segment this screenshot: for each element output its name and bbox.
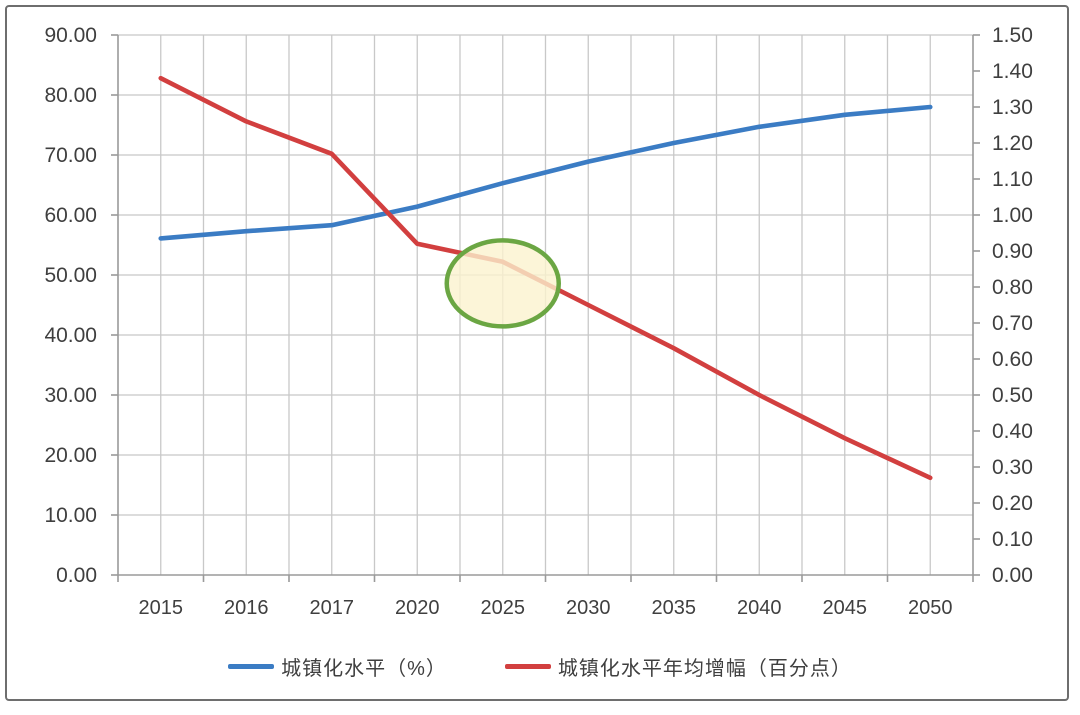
y-axis-right-tick-label: 1.40	[992, 60, 1033, 83]
y-axis-left-tick-label: 80.00	[44, 84, 97, 107]
y-axis-left-tick-label: 90.00	[44, 24, 97, 47]
y-axis-right-tick-label: 0.40	[992, 420, 1033, 443]
y-axis-right-tick-label: 0.30	[992, 456, 1033, 479]
x-axis-tick-label: 2020	[395, 597, 440, 619]
x-axis-tick-label: 2035	[652, 597, 697, 619]
y-axis-right-tick-label: 0.20	[992, 492, 1033, 515]
y-axis-right-tick-label: 0.70	[992, 312, 1033, 335]
x-axis-tick-label: 2025	[481, 597, 526, 619]
legend-item-annual-increase: 城镇化水平年均增幅（百分点）	[504, 652, 852, 681]
legend-line-swatch-red	[504, 664, 551, 669]
y-axis-left-tick-label: 60.00	[44, 204, 97, 227]
y-axis-right-tick-label: 1.30	[992, 96, 1033, 119]
x-axis-tick-label: 2030	[566, 597, 611, 619]
highlight-ellipse	[444, 238, 561, 329]
y-axis-right-tick-label: 1.50	[992, 24, 1033, 47]
y-axis-right-tick-label: 0.50	[992, 384, 1033, 407]
y-axis-right-tick-label: 0.00	[992, 564, 1033, 587]
x-axis-tick-label: 2017	[310, 597, 355, 619]
y-axis-right-tick-label: 0.80	[992, 276, 1033, 299]
y-axis-left-tick-label: 30.00	[44, 384, 97, 407]
y-axis-left-tick-label: 40.00	[44, 324, 97, 347]
legend-item-urbanization-level: 城镇化水平（%）	[228, 652, 447, 681]
y-axis-left-tick-label: 20.00	[44, 444, 97, 467]
y-axis-right-tick-label: 1.10	[992, 168, 1033, 191]
x-axis-tick-label: 2040	[737, 597, 782, 619]
x-axis-tick-label: 2016	[224, 597, 269, 619]
legend-line-swatch-blue	[228, 664, 275, 669]
y-axis-left-tick-label: 10.00	[44, 504, 97, 527]
chart-legend: 城镇化水平（%） 城镇化水平年均增幅（百分点）	[0, 652, 1080, 681]
series-line-0	[158, 104, 933, 241]
chart-frame	[5, 5, 1069, 701]
y-axis-right-tick-label: 0.10	[992, 528, 1033, 551]
y-axis-right-tick-label: 1.20	[992, 132, 1033, 155]
x-axis-tick-label: 2015	[139, 597, 184, 619]
y-axis-left-tick-label: 70.00	[44, 144, 97, 167]
legend-label: 城镇化水平（%）	[281, 658, 447, 680]
y-axis-right-tick-label: 0.60	[992, 348, 1033, 371]
legend-label: 城镇化水平年均增幅（百分点）	[557, 658, 852, 680]
x-axis-tick-label: 2045	[823, 597, 868, 619]
y-axis-right-tick-label: 1.00	[992, 204, 1033, 227]
y-axis-left-tick-label: 50.00	[44, 264, 97, 287]
y-axis-left-tick-label: 0.00	[56, 564, 97, 587]
y-axis-right-tick-label: 0.90	[992, 240, 1033, 263]
x-axis-tick-label: 2050	[908, 597, 953, 619]
